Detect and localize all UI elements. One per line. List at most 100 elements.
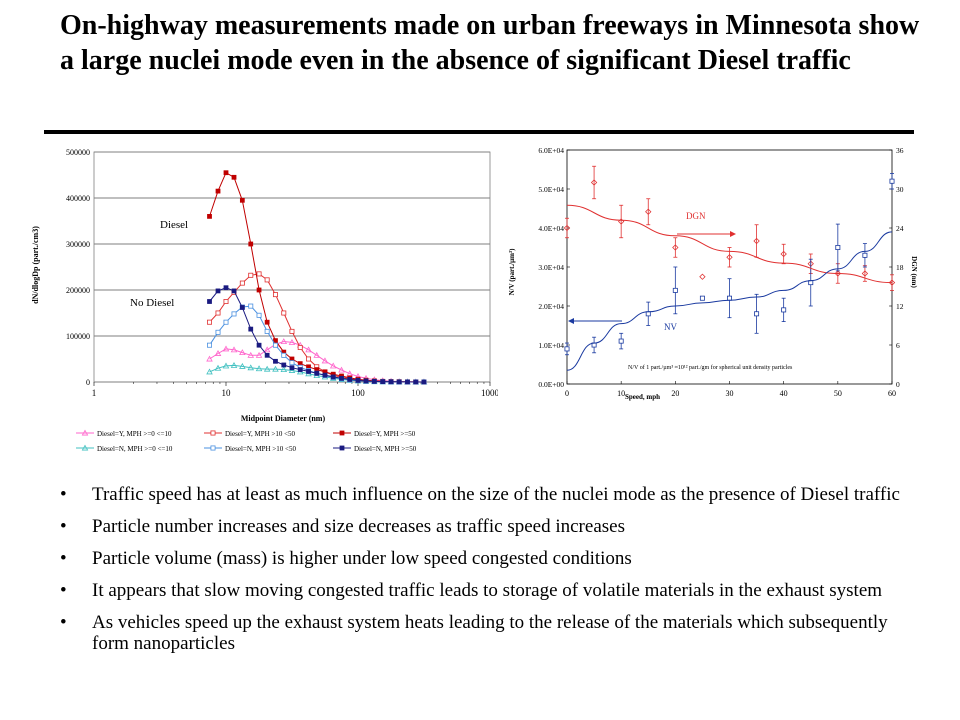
series-5 [207,285,427,385]
data-point [672,244,679,251]
x-tick-label: 1000 [481,388,498,398]
data-point [256,312,262,318]
y-tick-label: 4.0E+04 [538,224,564,233]
bullet-item: • Particle volume (mass) is higher under … [60,548,920,569]
data-point [264,277,270,283]
x-axis-label: Speed, mph [625,393,660,401]
bullet-text: Particle volume (mass) is higher under l… [92,548,632,569]
data-point [421,379,427,385]
bullet-dot: • [60,516,67,537]
y2-tick-label: 0 [896,380,900,389]
data-point [256,271,262,277]
y-tick-label: 100000 [66,332,90,341]
annotation-diesel: Diesel [160,219,188,231]
data-point [255,365,263,372]
data-point [329,362,337,369]
x-tick-label: 30 [726,389,734,398]
series-2 [566,204,893,284]
legend-marker [339,445,345,451]
data-point [230,346,238,353]
y2-tick-label: 24 [896,224,904,233]
data-point [380,379,386,385]
data-point [297,345,303,350]
data-point [273,338,278,343]
data-point [590,179,598,186]
annotation-dgn: DGN [686,211,706,221]
data-point [256,342,262,348]
data-point [272,365,279,372]
data-point [288,339,296,345]
data-point [215,310,221,316]
size-distribution-chart: 0 100000 200000 300000 400000 500000 1 10 100 100… [28,140,498,460]
data-point [215,288,221,294]
data-point [355,378,361,383]
data-point [288,367,296,373]
x-tick-label: 50 [834,389,842,398]
x-tick-label: 40 [780,389,788,398]
y-tick-label: 300000 [66,240,90,249]
data-point [215,329,221,335]
data-point [223,170,229,176]
data-point [264,319,270,325]
y2-tick-label: 6 [896,341,900,350]
legend-label: Diesel=N, MPH >=50 [354,445,417,453]
data-point [835,245,841,250]
bullet-item: • As vehicles speed up the exhaust system… [60,612,920,654]
y2-tick-label: 30 [896,185,904,194]
data-point [305,346,312,353]
plot-frame [93,151,491,383]
data-point [207,319,212,325]
data-point [564,346,570,352]
series-3 [566,231,893,371]
x-tick-label: 1 [92,388,97,398]
data-point [289,360,295,366]
data-point [247,364,255,371]
data-point [222,345,230,352]
y-tick-label: 500000 [66,148,90,157]
data-point [223,299,229,304]
data-point [206,355,213,362]
data-point [780,250,787,258]
data-point [231,311,237,317]
legend-marker [81,429,89,436]
data-point [363,378,369,384]
y-tick-label: 3.0E+04 [538,263,564,272]
x-axis-label: Midpoint Diameter (nm) [241,414,326,423]
data-point [699,273,706,280]
data-point [306,369,311,374]
data-point [272,342,278,348]
data-point [280,338,288,345]
y-tick-label: 0.0E+00 [538,380,564,389]
x-tick-label: 20 [671,389,679,398]
y-tick-label: 5.0E+04 [538,185,564,194]
data-point [272,292,278,298]
data-point [248,303,254,309]
data-point [263,346,271,353]
data-point [313,351,321,358]
data-point [214,350,222,356]
x-tick-label: 60 [888,389,896,398]
bullet-item: • It appears that slow moving congested t… [60,580,920,601]
data-point [230,362,238,368]
y2-tick-label: 36 [896,146,904,155]
data-point [297,367,303,372]
data-point [339,375,344,381]
data-point [754,311,760,317]
data-point [239,349,246,356]
data-point [215,188,221,194]
legend-label: Diesel=N, MPH >10 <50 [225,445,296,453]
data-point [862,252,868,258]
data-point [223,319,229,325]
annotation-no-diesel: No Diesel [130,297,174,309]
data-point [239,280,245,286]
data-point [281,352,287,358]
y-axis-label: dN/dlogDp (part./cm3) [31,226,40,304]
x-tick-label: 10 [617,389,625,398]
data-point [405,379,410,385]
slide-title: On-highway measurements made on urban fr… [60,10,920,76]
data-point [834,270,841,277]
legend-label: Diesel=N, MPH >=0 <=10 [97,445,173,453]
data-point [239,197,245,203]
legend-label: Diesel=Y, MPH >10 <50 [225,430,296,438]
data-point [321,357,329,364]
